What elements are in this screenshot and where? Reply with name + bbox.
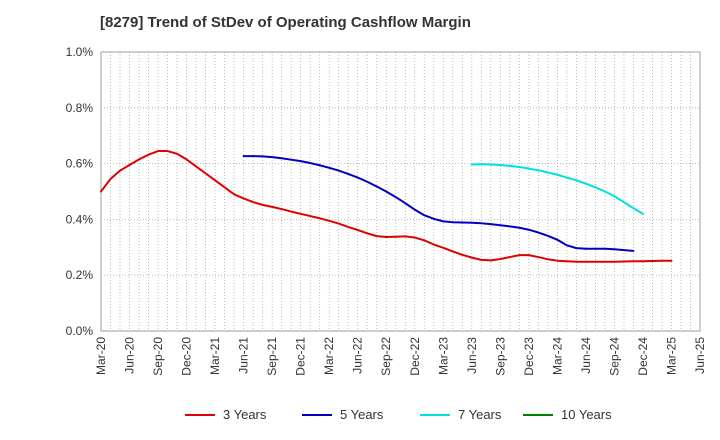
series-lines	[100, 150, 673, 263]
legend-label: 7 Years	[458, 407, 502, 422]
x-tick-label: Jun-24	[579, 337, 593, 374]
legend-label: 10 Years	[561, 407, 612, 422]
x-tick-label: Mar-23	[436, 337, 450, 375]
y-tick-label: 0.4%	[66, 212, 94, 226]
legend-item-5-years: 5 Years	[302, 407, 384, 422]
legend-item-10-years: 10 Years	[523, 407, 612, 422]
x-tick-label: Jun-20	[123, 337, 137, 374]
x-tick-label: Jun-25	[693, 337, 707, 374]
y-tick-label: 0.8%	[66, 101, 94, 115]
x-tick-label: Mar-24	[550, 337, 564, 375]
legend-label: 5 Years	[340, 407, 384, 422]
x-tick-label: Dec-24	[636, 337, 650, 376]
series-line-7-years	[470, 163, 644, 215]
x-tick-label: Mar-25	[664, 337, 678, 375]
legend-label: 3 Years	[223, 407, 267, 422]
y-tick-label: 0.2%	[66, 268, 94, 282]
x-tick-label: Jun-22	[351, 337, 365, 374]
y-tick-label: 1.0%	[66, 45, 94, 59]
legend-item-3-years: 3 Years	[185, 407, 267, 422]
x-tick-label: Mar-20	[94, 337, 108, 375]
grid	[100, 51, 701, 332]
x-tick-label: Mar-22	[322, 337, 336, 375]
series-line-3-years	[100, 150, 673, 263]
x-tick-label: Dec-23	[522, 337, 536, 376]
axes: 0.0% 0.2% 0.4% 0.6% 0.8% 1.0% Mar-20 Jun-20 Sep-…	[66, 45, 707, 376]
x-tick-label: Sep-23	[493, 337, 507, 376]
legend-item-7-years: 7 Years	[420, 407, 502, 422]
y-tick-label: 0.6%	[66, 157, 94, 171]
x-tick-label: Sep-20	[151, 337, 165, 376]
y-tick-label: 0.0%	[66, 324, 94, 338]
x-tick-label: Mar-21	[208, 337, 222, 375]
series-line-5-years	[242, 155, 635, 252]
x-tick-label: Jun-23	[465, 337, 479, 374]
plot-area	[100, 51, 701, 332]
x-tick-label: Dec-20	[180, 337, 194, 376]
x-tick-label: Sep-24	[607, 337, 621, 376]
x-tick-label: Jun-21	[237, 337, 251, 374]
chart-title: [8279] Trend of StDev of Operating Cashf…	[100, 14, 471, 31]
x-tick-label: Sep-22	[379, 337, 393, 376]
x-tick-label: Sep-21	[265, 337, 279, 376]
x-tick-label: Dec-22	[408, 337, 422, 376]
legend: 3 Years 5 Years 7 Years 10 Years	[185, 407, 612, 422]
x-tick-label: Dec-21	[294, 337, 308, 376]
